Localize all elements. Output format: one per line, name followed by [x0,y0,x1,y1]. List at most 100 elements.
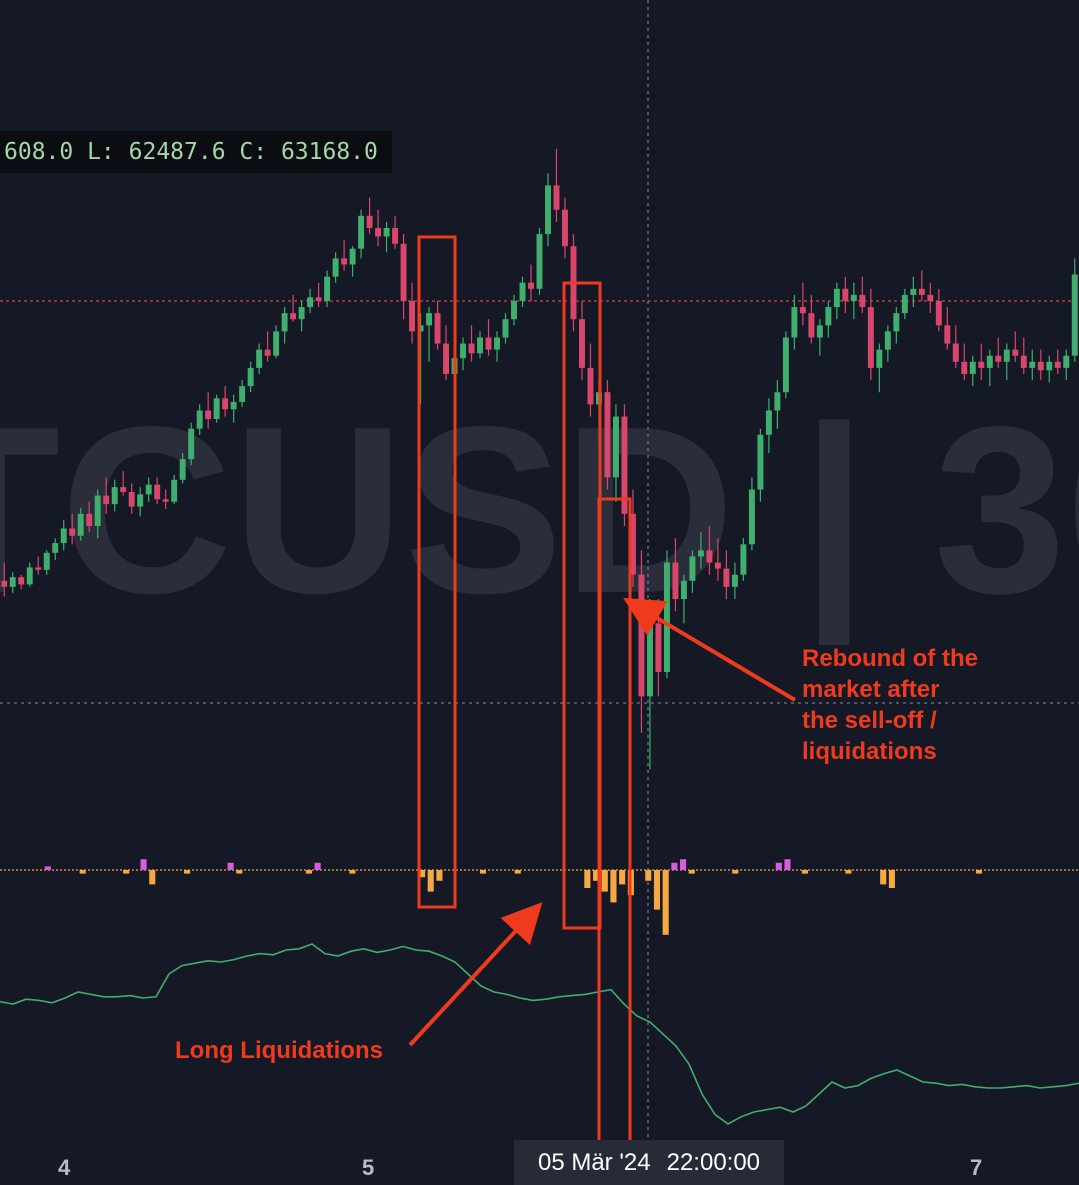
candle-body [918,288,925,295]
annotation-long-liquidations: Long Liquidations [175,1037,383,1064]
candle-body [460,343,467,359]
candle-body [400,243,407,301]
candle-body [196,410,203,429]
liquidation-bar [653,870,661,910]
candle-body [808,313,815,338]
candle-body [392,227,399,244]
liquidation-bar [479,870,486,874]
candle-body [1054,361,1061,368]
candle-body [791,307,798,338]
arrow-long-liquidations [408,902,543,1047]
liquidation-bar [44,866,51,870]
candle-body [307,297,314,308]
candle-body [18,577,25,585]
candle-body [417,325,424,332]
candle-body [485,337,492,350]
candle-body [230,401,237,410]
candle-body [1012,349,1019,356]
candle-body [689,556,696,581]
liquidation-bar [775,862,782,870]
liquidation-bar [140,859,147,870]
liquidation-bar [801,870,808,874]
liquidation-bar [305,870,312,874]
candle-body [145,484,152,495]
candle-body [774,392,781,411]
candle-body [86,513,93,527]
candle-body [655,623,662,673]
candle-body [927,294,934,301]
highlight-box-1 [417,235,457,909]
liquidation-bar [601,870,608,892]
candle-body [341,258,348,265]
liquidation-bar [688,870,695,874]
annotation-rebound: Rebound of the market after the sell-off… [802,643,1062,767]
candle-body [884,331,891,350]
candle-body [52,543,59,553]
crosshair-time: 22:00:00 [666,1148,761,1176]
candle-body [935,300,942,326]
candle-body [137,494,144,507]
candle-body [859,294,866,308]
liquidation-bar [732,870,739,874]
candle-body [731,574,738,587]
candle-body [298,307,305,320]
candle-body [621,416,628,514]
time-tick-5: 5 [362,1155,375,1180]
liquidation-bar [418,870,426,878]
annotation-rebound-line-4: liquidations [802,738,937,765]
candle-body [995,355,1002,362]
candle-body [697,550,704,557]
liquidation-bar [619,870,626,885]
liquidation-bar [227,862,234,870]
indicator-line [0,943,1079,1125]
candle-body [1037,361,1044,371]
candle-body [519,282,526,301]
candle-body [901,294,908,314]
liquidation-bar [662,870,669,935]
candle-body [205,410,212,419]
time-tick-7: 7 [970,1155,983,1180]
candle-body [969,361,976,374]
candle-body [511,300,517,320]
candle-body [672,562,679,600]
candle-body [757,434,764,490]
liquidation-bar [236,870,243,874]
candle-body [638,574,645,697]
candle-body [494,337,500,350]
candle-body [1029,361,1036,368]
candle-body [553,185,560,210]
candle-body [35,567,42,570]
liquidation-bar [436,870,443,881]
candle-body [111,487,118,505]
candle-body [723,568,730,587]
candle-body [247,367,254,387]
candle-body [94,495,101,527]
candle-body [986,355,993,368]
candle-body [213,398,220,419]
candle-body [179,459,186,480]
candle-body [528,282,534,289]
candle-body [604,392,611,478]
time-tick-4: 4 [58,1155,71,1180]
liquidation-bar [149,870,156,885]
candle-body [281,313,288,332]
candle-body [375,227,382,237]
candle-body [1003,349,1010,362]
candle-body [256,349,263,368]
candle-body [366,215,373,228]
candle-body [9,577,16,587]
candle-body [426,313,433,326]
crosshair-time-label: 05 Mär '24 22:00:00 [514,1140,784,1185]
candle-body [358,215,365,249]
candle-body [69,528,76,536]
candle-body [222,398,229,410]
candle-body [468,343,475,354]
liquidation-bar [888,870,895,888]
candle-body [663,562,670,673]
liquidation-bar [680,859,687,870]
candle-body [273,331,280,356]
arrow-rebound [623,597,797,702]
candle-body [264,349,271,356]
